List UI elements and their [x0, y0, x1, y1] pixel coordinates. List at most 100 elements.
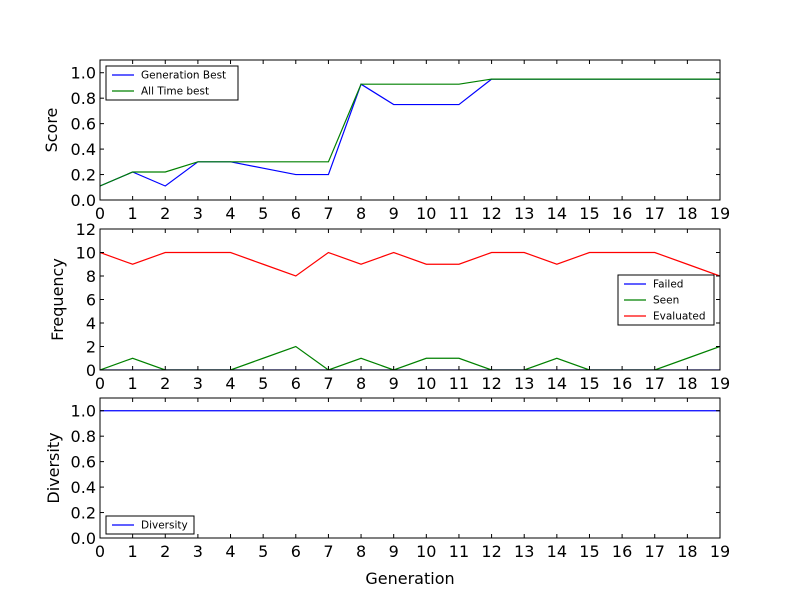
x-tick-label: 4 — [225, 542, 235, 561]
y-axis-label: Score — [42, 108, 61, 153]
x-tick-label: 11 — [449, 542, 469, 561]
y-axis-label: Frequency — [48, 258, 67, 341]
axes-frame — [99, 397, 721, 539]
x-tick-label: 3 — [193, 542, 203, 561]
x-tick-label: 4 — [225, 374, 235, 393]
legend-label: Generation Best — [141, 70, 226, 82]
y-tick-label: 0.2 — [71, 166, 96, 185]
x-tick-label: 1 — [128, 374, 138, 393]
y-tick-label: 0.8 — [71, 427, 96, 446]
legend: Failed Seen Evaluated — [617, 274, 715, 326]
x-tick-label: 3 — [193, 374, 203, 393]
x-tick-label: 3 — [193, 204, 203, 223]
y-tick-label: 8 — [86, 267, 96, 286]
x-tick-label: 7 — [323, 542, 333, 561]
axes-frame — [99, 59, 721, 201]
legend-label: Evaluated — [653, 311, 706, 323]
x-tick-label: 13 — [514, 374, 534, 393]
series-line-evaluated — [100, 251, 720, 277]
y-axis-label: Diversity — [44, 432, 63, 503]
x-tick-label: 18 — [677, 204, 697, 223]
x-axis-label: Generation — [365, 569, 454, 588]
subplot-3: 0 1 2 3 4 5 6 7 8 9 10 11 12 13 14 15 16 17 18 190.00.20.40… — [44, 397, 730, 588]
x-tick-label: 13 — [514, 542, 534, 561]
x-tick-label: 7 — [323, 374, 333, 393]
x-tick-label: 12 — [481, 542, 501, 561]
x-tick-label: 9 — [389, 542, 399, 561]
legend-box — [105, 515, 195, 535]
x-tick-label: 11 — [449, 374, 469, 393]
x-tick-label: 16 — [612, 204, 632, 223]
x-tick-label: 18 — [677, 374, 697, 393]
x-tick-label: 5 — [258, 542, 268, 561]
x-tick-label: 2 — [160, 374, 170, 393]
x-tick-label: 12 — [481, 204, 501, 223]
x-tick-label: 8 — [356, 374, 366, 393]
x-tick-label: 4 — [225, 204, 235, 223]
x-tick-label: 19 — [710, 374, 730, 393]
x-tick-label: 6 — [291, 542, 301, 561]
x-tick-label: 18 — [677, 542, 697, 561]
x-tick-label: 0 — [95, 374, 105, 393]
x-tick-label: 15 — [579, 542, 599, 561]
x-tick-label: 1 — [128, 204, 138, 223]
x-tick-label: 16 — [612, 374, 632, 393]
x-tick-label: 0 — [95, 542, 105, 561]
x-tick-label: 10 — [416, 204, 436, 223]
y-tick-label: 12 — [76, 220, 96, 239]
x-tick-label: 10 — [416, 542, 436, 561]
legend-box — [105, 65, 239, 101]
y-tick-label: 0.4 — [71, 140, 96, 159]
subplot-2: 0 1 2 3 4 5 6 7 8 9 10 11 12 13 14 15 16 17 18 19024681012F… — [48, 220, 730, 393]
x-tick-label: 0 — [95, 204, 105, 223]
y-tick-label: 4 — [86, 314, 96, 333]
x-tick-label: 1 — [128, 542, 138, 561]
x-tick-label: 14 — [547, 204, 567, 223]
y-tick-label: 10 — [76, 244, 96, 263]
y-tick-label: 0.6 — [71, 115, 96, 134]
x-tick-label: 6 — [291, 374, 301, 393]
legend: Diversity — [105, 515, 195, 535]
legend-label: Failed — [653, 279, 683, 291]
x-tick-label: 13 — [514, 204, 534, 223]
x-tick-label: 8 — [356, 542, 366, 561]
x-tick-label: 17 — [645, 204, 665, 223]
x-tick-label: 17 — [645, 374, 665, 393]
y-tick-label: 6 — [86, 291, 96, 310]
subplot-1: 0 1 2 3 4 5 6 7 8 9 10 11 12 13 14 15 16 17 18 190.00.20.40… — [42, 59, 730, 223]
x-tick-label: 15 — [579, 374, 599, 393]
x-tick-label: 6 — [291, 204, 301, 223]
x-tick-label: 8 — [356, 204, 366, 223]
y-tick-label: 1.0 — [71, 64, 96, 83]
legend-label: Seen — [653, 295, 679, 307]
y-tick-label: 0.4 — [71, 478, 96, 497]
series-line-seen — [100, 345, 720, 370]
legend: Generation Best All Time best — [105, 65, 239, 101]
x-tick-label: 11 — [449, 204, 469, 223]
x-tick-label: 5 — [258, 374, 268, 393]
x-tick-label: 17 — [645, 542, 665, 561]
y-tick-label: 0.8 — [71, 89, 96, 108]
series-line-all-time-best — [100, 78, 720, 187]
legend-label: Diversity — [141, 520, 188, 532]
x-tick-label: 12 — [481, 374, 501, 393]
x-tick-label: 2 — [160, 542, 170, 561]
legend-label: All Time best — [141, 86, 209, 98]
x-tick-label: 16 — [612, 542, 632, 561]
y-tick-label: 0.2 — [71, 504, 96, 523]
x-tick-label: 9 — [389, 374, 399, 393]
y-tick-label: 0.0 — [71, 529, 96, 548]
y-tick-label: 1.0 — [71, 402, 96, 421]
y-tick-label: 0 — [86, 361, 96, 380]
x-tick-label: 15 — [579, 204, 599, 223]
x-tick-label: 19 — [710, 204, 730, 223]
y-tick-label: 0.0 — [71, 191, 96, 210]
y-tick-label: 0.6 — [71, 453, 96, 472]
x-tick-label: 5 — [258, 204, 268, 223]
x-tick-label: 9 — [389, 204, 399, 223]
x-tick-label: 2 — [160, 204, 170, 223]
x-tick-label: 14 — [547, 374, 567, 393]
x-tick-label: 19 — [710, 542, 730, 561]
x-tick-label: 10 — [416, 374, 436, 393]
